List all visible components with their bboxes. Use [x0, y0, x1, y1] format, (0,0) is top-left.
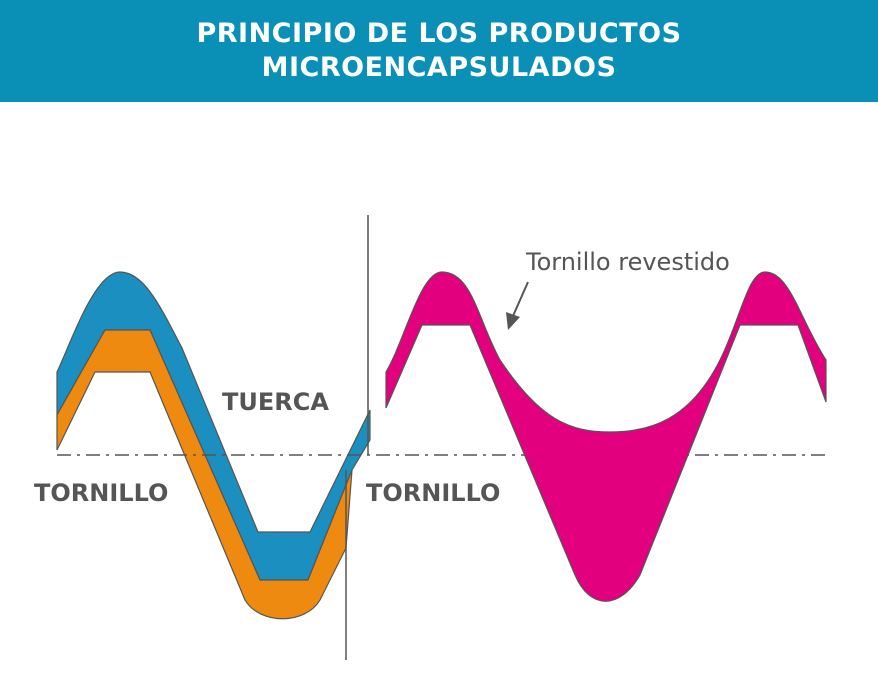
coating-band: [385, 271, 827, 602]
nut-label: TUERCA: [222, 388, 329, 416]
screw-label-right: TORNILLO: [366, 479, 501, 507]
thread-diagram: TUERCA TORNILLO TORNILLO Tornillo revest…: [0, 102, 878, 670]
coated-screw-callout: Tornillo revestido: [526, 248, 730, 276]
screw-thread-band: [56, 329, 353, 620]
thread-profile-graphic: [56, 215, 827, 660]
callout-arrow-head: [506, 312, 520, 330]
nut-thread-band: [56, 271, 371, 581]
title-banner: PRINCIPIO DE LOS PRODUCTOS MICROENCAPSUL…: [0, 0, 878, 102]
title-line-1: PRINCIPIO DE LOS PRODUCTOS: [196, 18, 682, 49]
screw-label-left: TORNILLO: [34, 479, 169, 507]
callout-arrow-line: [512, 281, 529, 317]
title-line-2: MICROENCAPSULADOS: [261, 52, 617, 83]
